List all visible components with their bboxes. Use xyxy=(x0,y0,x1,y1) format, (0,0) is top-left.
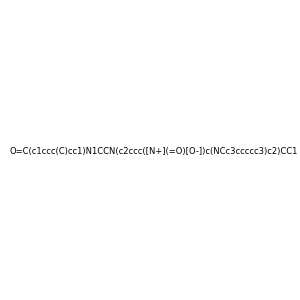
Text: O=C(c1ccc(C)cc1)N1CCN(c2ccc([N+](=O)[O-])c(NCc3ccccc3)c2)CC1: O=C(c1ccc(C)cc1)N1CCN(c2ccc([N+](=O)[O-]… xyxy=(10,147,298,156)
